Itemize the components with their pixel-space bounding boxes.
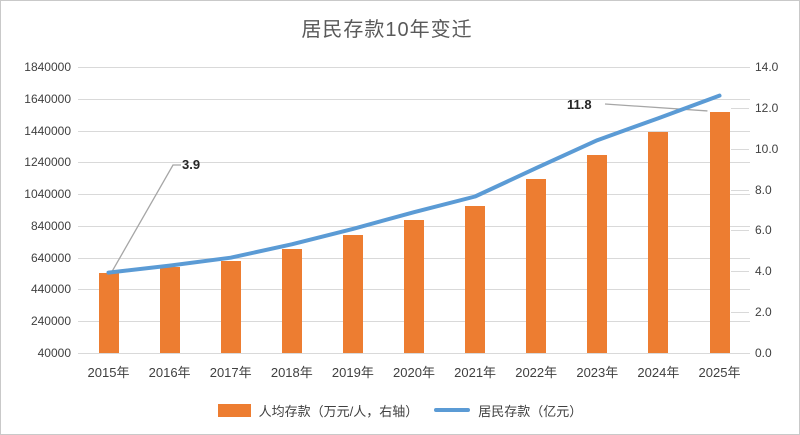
bar xyxy=(648,132,669,353)
gridline xyxy=(78,353,750,354)
right-axis-tick xyxy=(731,312,749,314)
x-axis-label: 2020年 xyxy=(393,365,435,380)
y-axis-label-left: 840000 xyxy=(30,218,71,233)
y-axis-label-left: 1440000 xyxy=(24,123,71,138)
annotation-leader-line xyxy=(604,103,708,112)
x-axis-label: 2024年 xyxy=(637,365,680,380)
bar xyxy=(404,220,424,353)
bar xyxy=(220,261,241,353)
gridline xyxy=(78,98,750,100)
y-axis-label-left: 1040000 xyxy=(24,187,71,202)
y-axis-label-right: 8.0 xyxy=(755,182,772,197)
y-axis-label-left: 1840000 xyxy=(24,60,71,74)
legend-item-bar: 人均存款（万元/人，右轴） xyxy=(217,401,419,420)
y-axis-label-right: 4.0 xyxy=(755,264,772,279)
x-axis-label: 2017年 xyxy=(209,365,252,380)
legend-label: 人均存款（万元/人，右轴） xyxy=(258,403,419,419)
legend-swatch-line xyxy=(434,408,471,412)
x-axis-label: 2016年 xyxy=(148,365,191,380)
y-axis-label-right: 6.0 xyxy=(755,223,772,238)
y-axis-label-right: 12.0 xyxy=(755,100,779,115)
y-axis-label-right: 0.0 xyxy=(755,346,772,360)
legend-label: 居民存款（亿元） xyxy=(478,403,583,419)
bar xyxy=(342,234,363,353)
x-axis-label: 2018年 xyxy=(270,365,313,380)
x-axis-label: 2015年 xyxy=(87,365,130,380)
gridline xyxy=(78,67,750,68)
x-axis-label: 2019年 xyxy=(331,365,374,380)
y-axis-label-left: 440000 xyxy=(30,282,71,297)
right-axis-tick xyxy=(731,353,749,354)
right-axis-tick xyxy=(731,230,749,232)
right-axis-tick xyxy=(731,67,749,68)
legend-item-line: 居民存款（亿元） xyxy=(434,401,582,420)
bar xyxy=(587,154,608,353)
x-axis-label: 2021年 xyxy=(454,365,497,380)
chart-title: 居民存款10年变迁 xyxy=(301,19,473,41)
y-axis-label-left: 40000 xyxy=(37,346,71,360)
y-axis-label-left: 1240000 xyxy=(24,155,71,170)
bar xyxy=(465,205,486,353)
annotation-leader-line xyxy=(110,164,181,273)
bar xyxy=(281,248,302,353)
y-axis-label-right: 14.0 xyxy=(755,60,779,74)
bar xyxy=(709,111,730,353)
x-axis-label: 2025年 xyxy=(698,365,741,380)
y-axis-label-right: 2.0 xyxy=(755,305,772,320)
y-axis-label-left: 640000 xyxy=(30,250,71,265)
bar xyxy=(98,273,119,353)
right-axis-tick xyxy=(731,107,749,109)
right-axis-tick xyxy=(731,148,749,150)
y-axis-label-left: 1640000 xyxy=(24,91,71,106)
x-axis-label: 2022年 xyxy=(515,365,558,380)
bar xyxy=(526,179,547,353)
y-axis-label-left: 240000 xyxy=(30,314,71,329)
data-label-annotation: 3.9 xyxy=(182,157,201,172)
legend: 人均存款（万元/人，右轴） 居民存款（亿元） xyxy=(1,399,799,421)
legend-swatch-bar xyxy=(217,403,251,417)
bar xyxy=(159,267,180,353)
right-axis-tick xyxy=(731,271,749,273)
data-label-annotation: 11.8 xyxy=(567,97,592,112)
right-axis-tick xyxy=(731,189,749,191)
x-axis-label: 2023年 xyxy=(576,365,619,380)
y-axis-label-right: 10.0 xyxy=(755,141,779,156)
